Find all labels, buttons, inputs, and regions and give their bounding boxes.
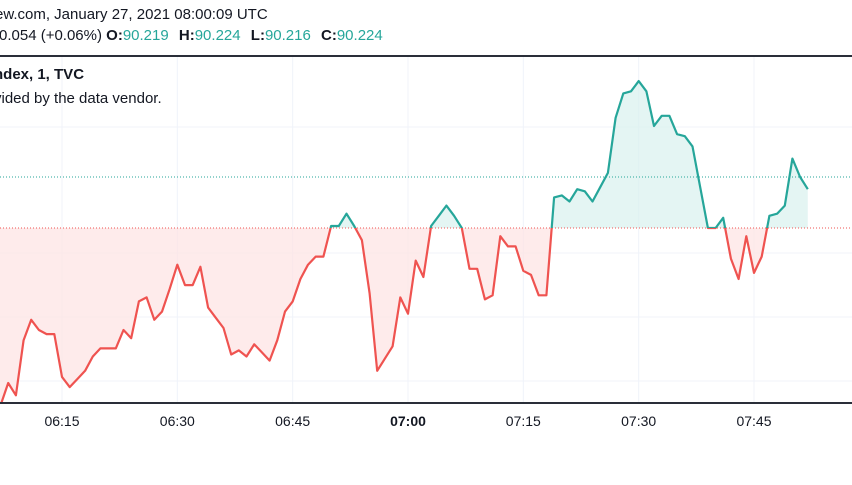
x-tick-label: 06:15 bbox=[44, 413, 79, 429]
low-label: L: bbox=[250, 27, 265, 44]
open-label: O: bbox=[106, 27, 123, 44]
low-value: 90.216 bbox=[264, 27, 311, 44]
high-value: 90.224 bbox=[194, 27, 241, 44]
header-source-date: ew.com, January 27, 2021 08:00:09 UTC bbox=[0, 6, 268, 23]
chart-top-border bbox=[0, 55, 852, 57]
change-value: -0.054 (+0.06%) bbox=[0, 27, 102, 44]
chart-title: ndex, 1, TVC bbox=[0, 66, 85, 83]
area-fill-above bbox=[0, 81, 808, 228]
close-label: C: bbox=[321, 27, 337, 44]
x-tick-label: 07:00 bbox=[390, 413, 426, 429]
x-tick-label: 07:45 bbox=[736, 413, 771, 429]
price-line-above bbox=[329, 79, 809, 228]
data-vendor-note: vided by the data vendor. bbox=[0, 90, 162, 107]
x-tick-label: 07:30 bbox=[621, 413, 656, 429]
price-line-below bbox=[0, 228, 769, 402]
symbol-header: ew.com, January 27, 2021 08:00:09 UTC bbox=[0, 6, 268, 23]
close-value: 90.224 bbox=[336, 27, 383, 44]
x-tick-label: 07:15 bbox=[506, 413, 541, 429]
x-tick-label: 06:45 bbox=[275, 413, 310, 429]
high-label: H: bbox=[178, 27, 195, 44]
x-tick-label: 06:30 bbox=[160, 413, 195, 429]
area-fill-below bbox=[0, 228, 808, 402]
ohlc-legend: -0.054 (+0.06%) O:90.219 H:90.224 L:90.2… bbox=[0, 27, 389, 44]
open-value: 90.219 bbox=[122, 27, 169, 44]
